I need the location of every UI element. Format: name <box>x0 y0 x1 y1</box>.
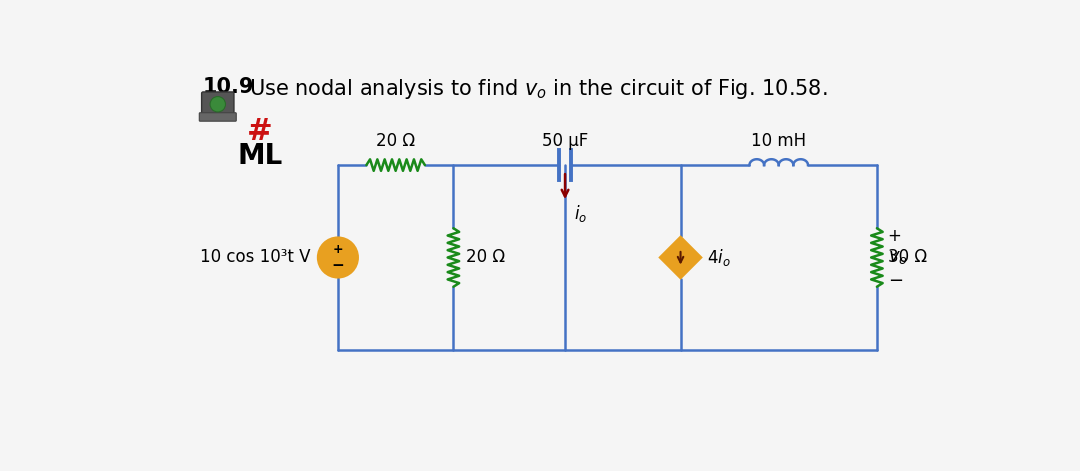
Text: 10 mH: 10 mH <box>752 132 807 150</box>
Circle shape <box>211 97 226 112</box>
Text: 20 Ω: 20 Ω <box>467 249 505 267</box>
Text: $v_o$: $v_o$ <box>888 249 907 267</box>
FancyBboxPatch shape <box>200 113 237 121</box>
Text: $i_o$: $i_o$ <box>575 203 588 224</box>
Circle shape <box>318 237 357 277</box>
Text: −: − <box>888 272 903 290</box>
Text: +: + <box>333 244 343 256</box>
Text: 10.9: 10.9 <box>203 77 255 97</box>
FancyBboxPatch shape <box>202 92 234 117</box>
Text: 10 cos 10³t V: 10 cos 10³t V <box>201 249 311 267</box>
Polygon shape <box>660 237 701 278</box>
Text: 20 Ω: 20 Ω <box>376 132 415 150</box>
Text: +: + <box>888 227 902 245</box>
Text: #: # <box>247 117 273 146</box>
Text: Use nodal analysis to find $v_o$ in the circuit of Fig. 10.58.: Use nodal analysis to find $v_o$ in the … <box>249 77 828 100</box>
Text: −: − <box>332 259 345 274</box>
Text: 50 μF: 50 μF <box>542 132 589 150</box>
Text: 4$i_o$: 4$i_o$ <box>706 247 730 268</box>
Text: ML: ML <box>238 142 283 170</box>
Text: 30 Ω: 30 Ω <box>888 249 927 267</box>
